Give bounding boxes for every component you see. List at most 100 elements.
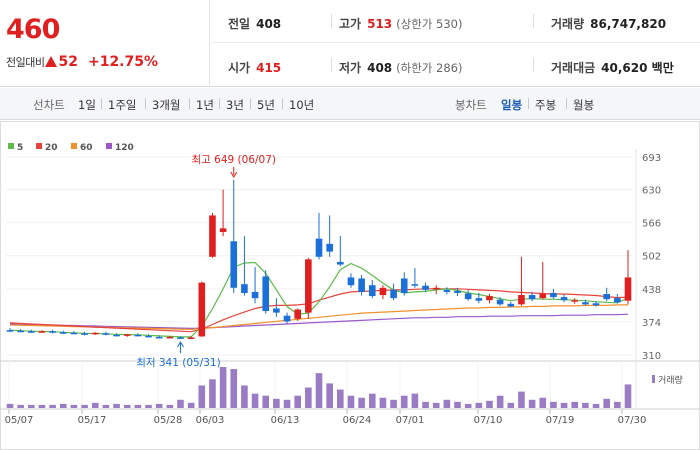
open-label: 시가 [228,61,251,75]
candle-body [443,289,451,292]
period-1w-button[interactable]: 1주일 [108,98,137,112]
legend-label-5: 5 [17,143,23,153]
candle-body [6,330,14,332]
candle [571,298,579,304]
x-tick-label: 05/28 [154,415,183,426]
divider [566,98,567,109]
candle-body [305,259,312,313]
candle-body [166,336,174,339]
candle-body [337,261,344,265]
period-3m-button[interactable]: 3개월 [152,98,181,112]
candle-body [134,334,142,337]
volume-bar [614,401,621,408]
candle [113,333,120,337]
candle-body [145,335,152,338]
candle-weekly-button[interactable]: 주봉 [535,98,557,112]
candle [283,312,291,324]
candle-body [326,243,333,252]
y-tick-label: 502 [642,252,661,263]
candle [187,336,195,339]
volume-bar [507,402,515,408]
candle [614,293,621,304]
volume-bar [187,402,195,408]
volume-legend-swatch [652,375,655,383]
candle [251,267,259,304]
candle-body [315,238,323,257]
volume-bar [38,404,46,408]
candle-body [507,303,515,307]
candle [70,331,78,335]
volume-bar [219,367,227,408]
candlestick-chart-svg: 5 20 60 120 693 630 566 502 438 374 310 05/07 05/17 0… [0,121,700,450]
volume-bar [464,403,472,408]
candle-body [400,278,408,293]
x-tick-label: 05/07 [5,415,34,426]
legend-swatch-20 [36,143,42,149]
volume-bar [262,395,270,408]
low-value: 408 [367,61,393,75]
candle [475,292,483,304]
candle-body [49,331,56,333]
candle-body [113,334,120,337]
lower-limit: (하한가 286) [396,61,463,75]
low-cell: 저가 408 (하한가 286) [339,59,462,76]
candle [219,189,227,237]
period-1d-button[interactable]: 1일 [78,98,96,112]
candle-body [592,303,600,306]
change-rate: +12.75% [87,54,159,70]
volume-bar [198,385,206,408]
candle [134,333,142,337]
candle-body [358,278,365,292]
high-value: 513 [367,17,393,31]
candle [464,289,472,301]
candle-body [603,293,610,300]
candle [315,212,323,260]
candle-body [155,336,163,339]
line-chart-label: 선차트 [33,98,65,112]
candle-body [262,276,270,312]
candle [592,301,600,307]
period-10y-button[interactable]: 10년 [289,98,315,112]
candle-monthly-button[interactable]: 월봉 [573,98,595,112]
volume-bar [496,395,504,408]
open-cell: 시가 415 [228,59,281,76]
period-1y-button[interactable]: 1년 [196,98,214,112]
candle [49,329,56,334]
volume-bar [368,393,376,408]
volume-bar [337,389,344,408]
volume-bar [59,403,67,408]
period-3y-button[interactable]: 3년 [226,98,244,112]
volume-bar [443,399,451,408]
volume-bar [400,395,408,408]
candle-daily-button[interactable]: 일봉 [501,98,523,112]
candle-body [518,295,525,305]
candle-body [17,330,24,333]
volume-bar [560,402,568,408]
candle-body [582,302,589,305]
volume-bar [528,399,536,408]
volume-bar [305,387,312,408]
divider [331,58,332,72]
legend-label-60: 60 [80,143,93,153]
volume-label: 거래량 [551,17,585,31]
legend-swatch-5 [8,143,14,149]
candle [28,329,35,333]
candle-body [209,215,216,257]
candle-body [528,295,536,300]
volume-bar [358,397,365,408]
volume-bar [539,397,547,408]
volume-bar [411,393,419,408]
volume-bar [251,393,259,408]
candle-body [368,285,376,297]
up-triangle-icon [45,56,58,67]
divider [533,14,534,28]
volume-bar [624,384,632,408]
volume-bar [230,369,238,408]
candle [550,288,557,299]
quote-header: 460 전일대비 52 +12.75% 전일 408 고가 513 (상한가 530) 거… [0,0,700,87]
candle [560,293,568,303]
candle-body [230,241,238,288]
volume-bar [390,399,397,408]
period-5y-button[interactable]: 5년 [257,98,275,112]
candle [507,301,515,308]
